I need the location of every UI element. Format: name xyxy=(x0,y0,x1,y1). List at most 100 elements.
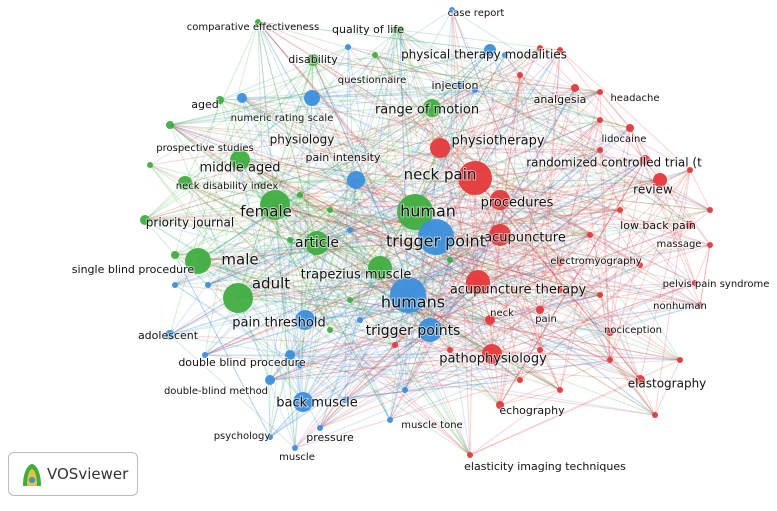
edge xyxy=(491,224,691,355)
edge xyxy=(169,97,313,126)
node xyxy=(697,302,703,308)
edge xyxy=(294,379,521,449)
edge xyxy=(299,177,476,196)
node xyxy=(297,362,303,368)
edge xyxy=(499,119,601,201)
edge xyxy=(257,21,541,351)
edge xyxy=(241,97,601,151)
edge xyxy=(451,9,611,361)
edge xyxy=(289,261,561,356)
edge xyxy=(435,49,561,238)
edge xyxy=(431,107,631,129)
edge xyxy=(169,124,261,186)
node-label: adult xyxy=(252,275,290,293)
edge xyxy=(374,54,656,416)
edge xyxy=(539,169,691,311)
edge xyxy=(259,119,601,186)
edge xyxy=(174,179,357,256)
edge xyxy=(414,211,591,236)
edge xyxy=(174,284,346,401)
edge xyxy=(184,182,471,456)
edge xyxy=(491,282,696,355)
edge xyxy=(259,184,304,403)
node-label: single blind procedure xyxy=(72,263,195,276)
edge xyxy=(174,284,301,366)
edge xyxy=(169,124,646,161)
edge xyxy=(499,87,576,406)
edge xyxy=(257,21,351,231)
edge xyxy=(239,159,301,196)
edge xyxy=(394,29,601,121)
node-label: physiology xyxy=(270,133,335,147)
edge xyxy=(197,91,601,262)
edge xyxy=(489,49,691,226)
edge xyxy=(311,97,433,109)
edge xyxy=(144,219,306,321)
edge xyxy=(539,47,646,161)
edge xyxy=(449,349,501,406)
edge xyxy=(435,236,501,406)
edge xyxy=(474,47,541,179)
edge xyxy=(319,319,491,429)
edge xyxy=(289,209,621,241)
edge xyxy=(499,199,656,416)
edge xyxy=(414,149,601,213)
edge xyxy=(174,59,314,286)
node xyxy=(687,167,693,173)
edge xyxy=(299,194,331,211)
edge xyxy=(174,209,621,256)
node-label: acupuncture xyxy=(484,231,566,246)
node-label: double-blind method xyxy=(164,386,268,397)
edge xyxy=(389,84,461,421)
edge xyxy=(477,244,711,283)
edge xyxy=(289,159,646,356)
edge xyxy=(499,199,601,296)
edge xyxy=(374,54,646,161)
edge xyxy=(257,21,631,129)
edge xyxy=(319,224,691,429)
edge xyxy=(474,177,696,284)
edge xyxy=(347,46,601,93)
edge xyxy=(355,179,711,246)
edge xyxy=(355,91,601,181)
node xyxy=(397,194,433,230)
edge xyxy=(174,177,476,286)
edge xyxy=(394,29,416,213)
edge xyxy=(269,329,431,438)
edge xyxy=(435,84,461,238)
edge xyxy=(477,209,621,283)
edge xyxy=(429,74,521,331)
edge xyxy=(302,54,506,403)
edge xyxy=(449,234,591,351)
edge xyxy=(237,49,491,299)
edge xyxy=(274,204,296,449)
node xyxy=(285,350,295,360)
edge xyxy=(302,54,376,403)
edge xyxy=(349,179,357,301)
edge xyxy=(207,91,601,286)
node xyxy=(265,375,275,385)
edge xyxy=(319,282,696,429)
edge xyxy=(504,54,701,306)
edge xyxy=(355,179,561,291)
edge xyxy=(184,87,576,184)
node xyxy=(502,52,508,58)
edge xyxy=(289,239,331,331)
node-label: physiotherapy xyxy=(451,134,544,149)
node xyxy=(178,176,192,190)
edge xyxy=(359,319,561,391)
node xyxy=(686,221,694,229)
edge xyxy=(394,29,691,226)
edge xyxy=(489,319,611,361)
node-label: echography xyxy=(499,404,565,417)
node-label: elastography xyxy=(628,377,707,391)
edge xyxy=(302,379,521,403)
edge xyxy=(289,294,601,356)
edge xyxy=(439,147,711,246)
edge xyxy=(451,9,561,291)
edges xyxy=(144,9,711,456)
edge xyxy=(349,229,701,306)
edge xyxy=(694,244,711,284)
node xyxy=(317,425,323,431)
node xyxy=(640,155,650,165)
